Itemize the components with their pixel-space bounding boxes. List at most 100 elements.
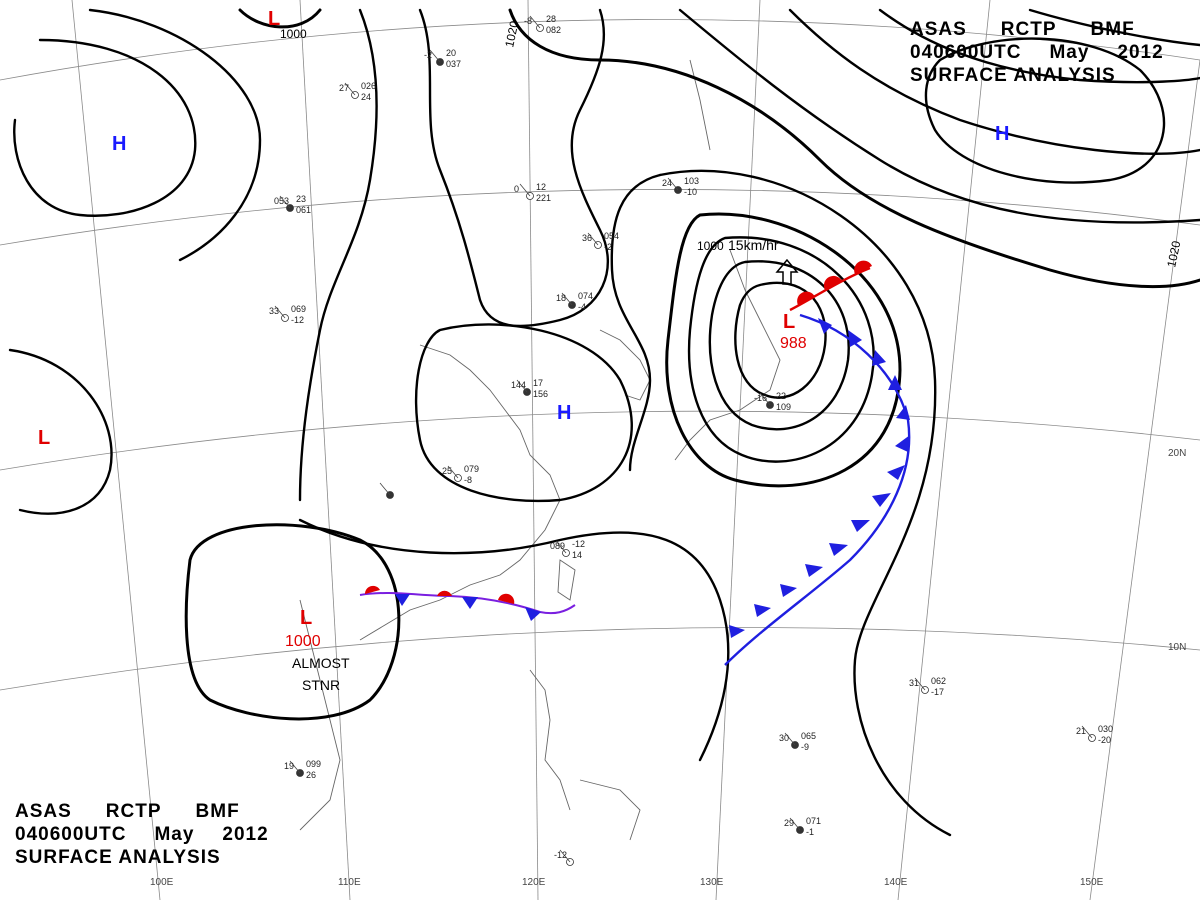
station-value: 23 bbox=[296, 194, 306, 204]
station-value: 103 bbox=[684, 176, 699, 186]
station-plot: 30 065-9 bbox=[779, 731, 816, 752]
station-value: 20 bbox=[446, 48, 456, 58]
station-value: -2 bbox=[424, 50, 432, 60]
header-top-month: May bbox=[1049, 42, 1090, 63]
station-value: 36 bbox=[582, 233, 592, 243]
fronts bbox=[359, 260, 911, 666]
station-value: -1 bbox=[806, 827, 814, 837]
station-value: 24 bbox=[361, 92, 371, 102]
coast-indochina bbox=[299, 599, 341, 831]
isobar-label-1000-japan: 1000 bbox=[697, 239, 724, 253]
stationary-label-1: ALMOST bbox=[292, 655, 350, 671]
station-value: 14 bbox=[572, 550, 582, 560]
low-center-scs: L bbox=[300, 607, 312, 629]
header-bottom-time: 040600UTC bbox=[15, 824, 127, 845]
warm-front-line bbox=[789, 266, 871, 312]
lon-label-130e: 130E bbox=[700, 877, 724, 888]
low-center-west: L bbox=[38, 427, 50, 449]
meridian-140e bbox=[897, 0, 991, 900]
parallel-30n bbox=[0, 189, 1200, 246]
lon-label-110e: 110E bbox=[338, 877, 361, 888]
high-center-china: H bbox=[557, 402, 571, 424]
meridian-100e bbox=[71, 0, 161, 900]
isobar-label-1020-east: 1020 bbox=[1164, 239, 1183, 268]
low-center-japan-value: 988 bbox=[780, 335, 807, 352]
wind-barb-icon bbox=[279, 195, 291, 209]
coast-luzon bbox=[529, 669, 571, 811]
isobar-h-ne bbox=[924, 37, 1166, 184]
header-top-office: BMF bbox=[1090, 19, 1135, 40]
wind-barb-icon bbox=[274, 305, 286, 319]
wind-barb-icon bbox=[759, 392, 771, 406]
wind-barb-icon bbox=[429, 49, 441, 63]
isobar-label-1000-top: 1000 bbox=[280, 27, 307, 41]
wind-barb-icon bbox=[289, 760, 301, 774]
station-value: 144 bbox=[511, 380, 526, 390]
header-top-year: 2012 bbox=[1117, 42, 1164, 63]
isobar-label-1020-top: 1020 bbox=[502, 19, 521, 48]
station-value: -16 bbox=[754, 393, 767, 403]
station-value: -8 bbox=[524, 16, 532, 26]
wind-barb-icon bbox=[559, 849, 571, 863]
wind-barb-icon bbox=[1081, 725, 1093, 739]
station-value: 089 bbox=[550, 541, 565, 551]
wind-barb-icon bbox=[587, 232, 599, 246]
station-value: -12 bbox=[572, 539, 585, 549]
station-plot: 33 069-12 bbox=[269, 304, 306, 325]
station-plot: -12 bbox=[554, 849, 574, 866]
station-value: 062 bbox=[931, 676, 946, 686]
station-value: 221 bbox=[536, 193, 551, 203]
wind-barb-icon bbox=[447, 465, 459, 479]
isobar-west-low bbox=[8, 348, 113, 515]
station-value: -2 bbox=[604, 242, 612, 252]
station-value: 33 bbox=[269, 306, 279, 316]
station-value: -4 bbox=[578, 302, 586, 312]
lon-labels: 100E 110E 120E 130E 140E 150E bbox=[150, 877, 1104, 888]
isobar-labels: 1000 1020 1000 1020 bbox=[280, 19, 1184, 268]
header-bottom-year: 2012 bbox=[222, 824, 269, 845]
station-value: 082 bbox=[546, 25, 561, 35]
wind-barb-icon bbox=[784, 732, 796, 746]
coast-korea bbox=[599, 329, 651, 401]
station-plot: 18 074-4 bbox=[556, 291, 593, 312]
coast-japan bbox=[674, 249, 781, 461]
isobar-ring-2 bbox=[708, 260, 850, 431]
station-plot bbox=[379, 482, 394, 499]
meridian-130e bbox=[715, 0, 761, 900]
high-center-ne: H bbox=[995, 123, 1009, 145]
coast-sakhalin bbox=[689, 59, 711, 151]
isobar-top-1000 bbox=[238, 8, 322, 29]
lon-label-140e: 140E bbox=[884, 877, 908, 888]
station-plot: 21 030-20 bbox=[1076, 724, 1113, 745]
station-value: -12 bbox=[291, 315, 304, 325]
coast-mindanao bbox=[579, 779, 641, 841]
isobar-north-mid-2 bbox=[418, 8, 610, 328]
isobar-ring-3 bbox=[687, 236, 875, 463]
isobar-ne-4 bbox=[1028, 8, 1200, 47]
isobar-ring-inner bbox=[734, 281, 827, 399]
station-value: 26 bbox=[306, 770, 316, 780]
station-value: -12 bbox=[554, 850, 567, 860]
header-top: ASAS RCTP BMF 040600UTC May 2012 SURFACE ANA… bbox=[910, 18, 1164, 87]
cold-front-barbs bbox=[729, 318, 910, 638]
lon-label-100e: 100E bbox=[150, 877, 174, 888]
header-bottom-line3: SURFACE ANALYSIS bbox=[15, 847, 221, 868]
station-value: 21 bbox=[1076, 726, 1086, 736]
station-plot: 29 071-1 bbox=[784, 816, 821, 837]
station-plot: 31 062-17 bbox=[909, 676, 946, 697]
motion-arrow-icon bbox=[775, 258, 799, 285]
warm-front-bumps bbox=[797, 260, 872, 305]
parallel-10n bbox=[0, 627, 1200, 691]
station-value: 22 bbox=[776, 391, 786, 401]
wind-barb-icon bbox=[667, 177, 679, 191]
station-value: 054 bbox=[604, 231, 619, 241]
station-value: 27 bbox=[339, 83, 349, 93]
isobar-north-1020 bbox=[508, 8, 1200, 289]
